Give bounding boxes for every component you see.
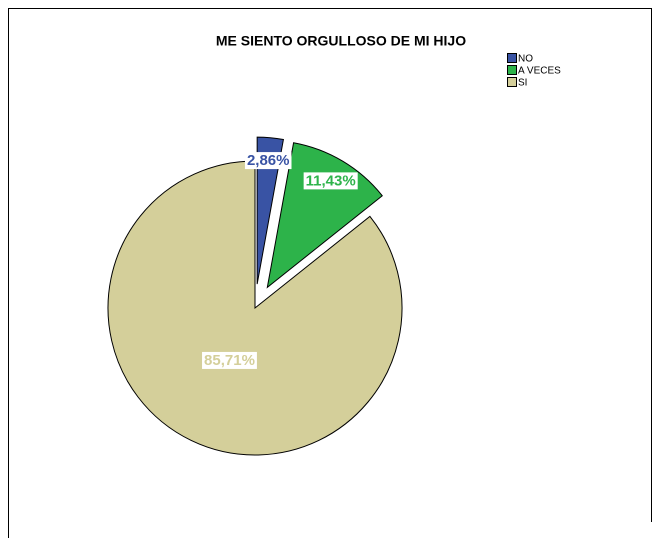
data-label: 11,43% <box>306 172 356 189</box>
legend-swatch <box>507 65 517 75</box>
legend-swatch <box>507 77 517 87</box>
data-label-box <box>202 351 257 369</box>
pie-slice <box>107 160 403 456</box>
legend-label: NO <box>518 54 533 65</box>
pie-slice <box>256 136 285 285</box>
data-label: 2,86% <box>247 152 290 169</box>
legend-swatch <box>507 53 517 63</box>
data-label-box <box>303 172 358 190</box>
legend-label: SI <box>518 78 527 89</box>
chart-title: ME SIENTO ORGULLOSO DE MI HIJO <box>216 33 466 49</box>
data-label-box <box>244 152 292 170</box>
data-label: 85,71% <box>204 352 255 369</box>
legend-label: A VECES <box>518 66 561 77</box>
